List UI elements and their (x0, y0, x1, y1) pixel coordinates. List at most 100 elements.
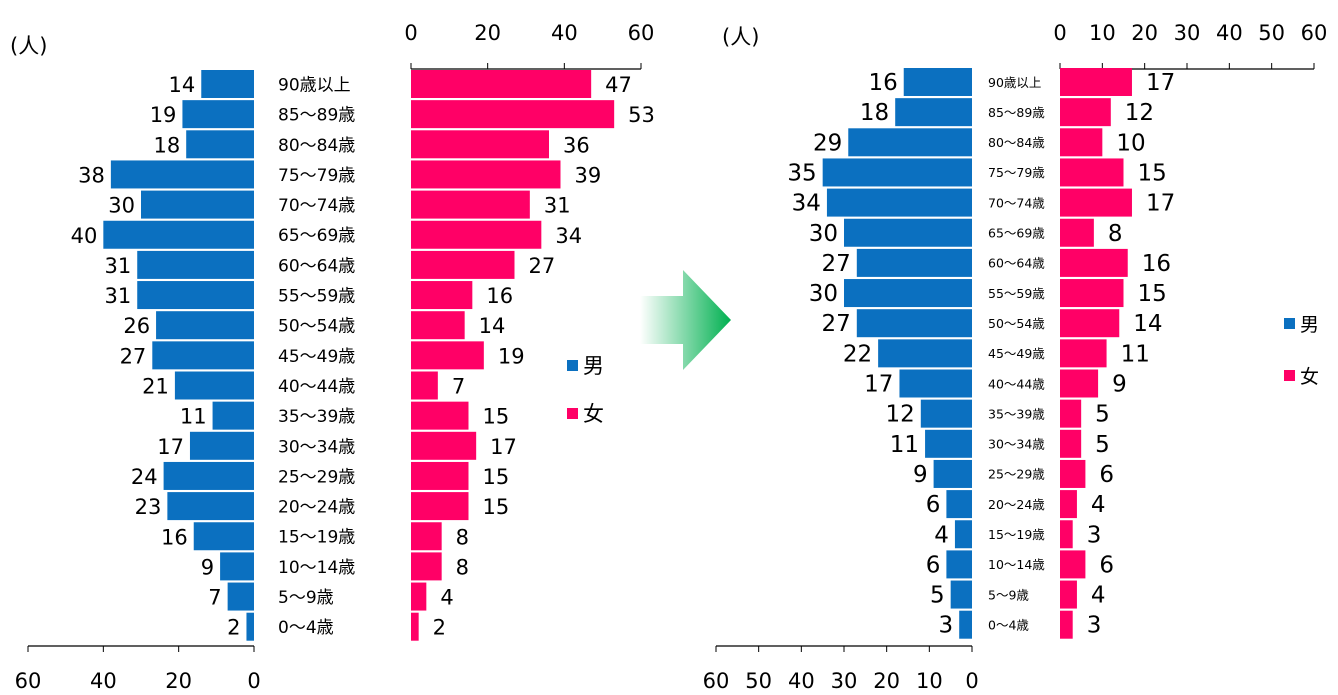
male-value-label: 12 (886, 402, 915, 428)
male-value-label: 30 (108, 194, 135, 218)
age-category-label: 10～14歳 (278, 558, 355, 578)
age-category-label: 30～34歳 (278, 437, 355, 457)
female-value-label: 15 (1138, 281, 1167, 307)
unit-label: (人) (10, 34, 47, 58)
female-value-label: 47 (605, 73, 632, 97)
age-category-label: 90歳以上 (278, 75, 351, 95)
legend-swatch-female (1284, 370, 1295, 381)
female-value-label: 16 (486, 284, 513, 308)
female-bar (411, 160, 561, 189)
female-value-label: 19 (498, 344, 525, 368)
male-bar (946, 550, 972, 579)
age-category-label: 20～24歳 (278, 498, 355, 518)
female-value-label: 4 (440, 586, 453, 610)
age-category-label: 20～24歳 (988, 497, 1045, 512)
female-axis-tick-label: 20 (474, 21, 501, 45)
female-value-label: 17 (490, 435, 517, 459)
male-value-label: 18 (860, 100, 889, 126)
male-axis-tick-label: 30 (831, 669, 858, 693)
age-category-label: 40～44歳 (278, 377, 355, 397)
male-bar (959, 610, 972, 639)
male-bar (920, 399, 972, 428)
male-bar (137, 250, 254, 279)
female-bar (1060, 279, 1124, 308)
female-axis-tick-label: 10 (1089, 21, 1116, 45)
female-value-label: 15 (483, 465, 510, 489)
female-bar (1060, 128, 1103, 157)
female-bar (1060, 550, 1086, 579)
male-bar (844, 279, 972, 308)
male-bar (856, 248, 972, 277)
female-value-label: 15 (483, 495, 510, 519)
male-bar (182, 100, 254, 129)
age-category-label: 15～19歳 (278, 528, 355, 548)
female-value-label: 34 (555, 224, 582, 248)
male-bar (822, 158, 972, 187)
male-value-label: 40 (71, 224, 98, 248)
female-value-label: 2 (433, 616, 446, 640)
female-bar (1060, 490, 1077, 519)
legend-label-female: 女 (583, 402, 604, 426)
age-category-label: 35～39歳 (278, 407, 355, 427)
female-value-label: 14 (479, 314, 506, 338)
age-category-label: 65～69歳 (988, 226, 1045, 241)
female-bar (411, 250, 515, 279)
male-bar (152, 341, 254, 370)
female-value-label: 5 (1095, 432, 1110, 458)
female-bar (1060, 248, 1128, 277)
male-bar (856, 309, 972, 338)
female-bar (1060, 459, 1086, 488)
male-value-label: 31 (104, 254, 131, 278)
female-axis-tick-label: 40 (551, 21, 578, 45)
age-category-label: 75～79歳 (278, 166, 355, 186)
male-value-label: 11 (890, 432, 919, 458)
legend-label-female: 女 (1300, 366, 1319, 388)
age-category-label: 5～9歳 (988, 587, 1029, 602)
age-category-label: 60～64歳 (988, 256, 1045, 271)
age-category-label: 90歳以上 (988, 75, 1041, 90)
male-value-label: 29 (813, 130, 842, 156)
male-bar (163, 461, 254, 490)
female-axis-tick-label: 0 (404, 21, 417, 45)
female-value-label: 3 (1087, 613, 1102, 639)
female-value-label: 31 (544, 194, 571, 218)
age-category-label: 40～44歳 (988, 376, 1045, 391)
male-bar (954, 520, 972, 549)
female-bar (411, 371, 438, 400)
female-value-label: 11 (1121, 341, 1150, 367)
female-bar (411, 431, 477, 460)
female-value-label: 16 (1142, 251, 1171, 277)
male-value-label: 27 (822, 311, 851, 337)
female-bar (411, 341, 484, 370)
female-bar (1060, 369, 1099, 398)
age-category-label: 65～69歳 (278, 226, 355, 246)
male-bar (844, 218, 972, 247)
male-value-label: 16 (868, 70, 897, 96)
female-bar (1060, 98, 1111, 127)
male-value-label: 9 (913, 462, 928, 488)
age-category-label: 50～54歳 (988, 316, 1045, 331)
male-value-label: 27 (120, 344, 147, 368)
age-category-label: 25～29歳 (988, 467, 1045, 482)
male-bar (141, 190, 254, 219)
female-value-label: 17 (1146, 70, 1175, 96)
female-value-label: 9 (1112, 372, 1127, 398)
female-value-label: 3 (1087, 522, 1102, 548)
male-axis-tick-label: 10 (916, 669, 943, 693)
age-category-label: 45～49歳 (278, 347, 355, 367)
legend-label-male: 男 (583, 354, 604, 378)
age-category-label: 25～29歳 (278, 467, 355, 487)
male-value-label: 30 (809, 281, 838, 307)
female-bar (1060, 68, 1132, 96)
male-value-label: 27 (822, 251, 851, 277)
female-bar (411, 401, 469, 430)
legend-swatch-male (567, 360, 578, 371)
male-axis-tick-label: 20 (873, 669, 900, 693)
male-bar (103, 220, 254, 249)
male-bar (895, 98, 972, 127)
transition-arrow (640, 270, 731, 370)
male-value-label: 34 (792, 191, 821, 217)
male-axis-tick-label: 50 (745, 669, 772, 693)
